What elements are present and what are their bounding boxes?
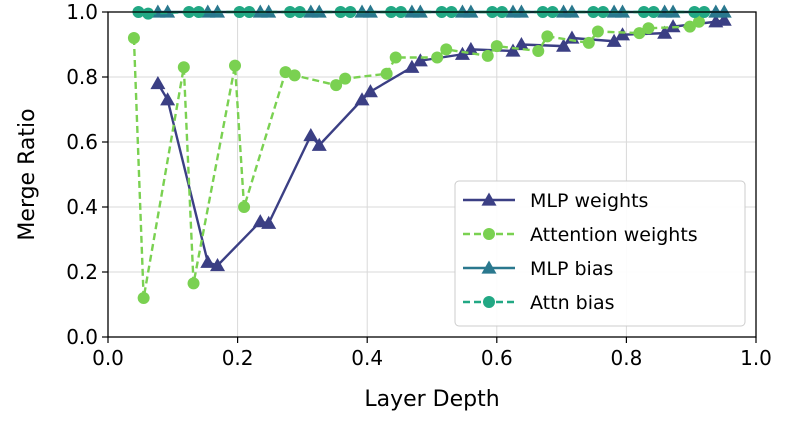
legend-item-attn-bias: Attn bias: [463, 292, 615, 314]
data-point-attention-weights: [288, 69, 301, 82]
data-point-attention-weights: [431, 51, 444, 64]
data-point-attention-weights: [633, 27, 646, 40]
data-point-mlp-weights: [150, 76, 166, 90]
x-tick-label: 1.0: [740, 346, 772, 370]
data-point-mlp-bias: [513, 4, 529, 18]
data-point-attention-weights: [642, 22, 655, 35]
x-axis-label: Layer Depth: [364, 387, 499, 412]
data-point-attn-bias: [142, 7, 155, 20]
legend-label: MLP bias: [530, 258, 613, 280]
data-point-mlp-weights: [210, 258, 226, 272]
data-point-mlp-weights: [454, 46, 470, 60]
data-point-attention-weights: [187, 277, 200, 290]
data-point-mlp-bias: [716, 4, 732, 18]
series-attention-weights: [127, 15, 705, 304]
data-point-mlp-weights: [362, 84, 378, 98]
legend-item-mlp-bias: MLP bias: [463, 258, 613, 280]
x-tick-label: 0.8: [610, 346, 642, 370]
data-point-mlp-weights: [261, 215, 277, 229]
data-point-mlp-weights: [513, 37, 529, 51]
data-point-attention-weights: [137, 292, 150, 304]
legend-marker: [481, 260, 497, 274]
data-point-mlp-weights: [556, 38, 572, 52]
data-point-attention-weights: [380, 67, 393, 80]
data-point-attention-weights: [683, 20, 696, 33]
data-point-mlp-weights: [606, 33, 622, 47]
x-tick-label: 0.0: [92, 346, 124, 370]
legend-marker: [483, 228, 495, 240]
data-point-attention-weights: [490, 40, 503, 53]
data-point-mlp-weights: [404, 59, 420, 73]
legend-label: MLP weights: [530, 190, 648, 212]
data-point-mlp-weights: [564, 30, 580, 44]
data-point-mlp-weights: [303, 128, 319, 142]
legend-label: Attention weights: [530, 224, 698, 246]
data-point-mlp-weights: [716, 12, 732, 26]
data-point-attention-weights: [127, 32, 140, 44]
data-point-attention-weights: [440, 43, 453, 56]
data-point-attention-weights: [481, 49, 494, 62]
y-tick-label: 0.2: [66, 260, 98, 284]
legend-item-mlp-weights: MLP weights: [463, 190, 648, 212]
data-point-mlp-weights: [505, 43, 521, 57]
y-tick-label: 0.6: [66, 130, 98, 154]
data-point-attention-weights: [339, 72, 352, 85]
data-point-mlp-bias: [261, 4, 277, 18]
axis-ticks: 0.0 0.2 0.4 0.6 0.8 1.0 0.0 0.2 0.4 0.6 0.8 1.0: [66, 0, 772, 370]
x-tick-label: 0.2: [222, 346, 254, 370]
data-point-attention-weights: [389, 51, 402, 64]
legend-marker: [481, 192, 497, 206]
data-point-mlp-weights: [160, 92, 176, 106]
series-line-attention-weights: [132, 20, 700, 300]
data-point-mlp-bias: [160, 4, 176, 18]
data-point-attention-weights: [591, 25, 604, 38]
data-point-mlp-weights: [657, 25, 673, 39]
data-point-mlp-weights: [615, 27, 631, 41]
y-axis-label: Merge Ratio: [15, 108, 40, 240]
data-point-attention-weights: [532, 45, 545, 57]
data-point-mlp-weights: [354, 92, 370, 106]
data-point-attention-weights: [582, 36, 595, 49]
data-point-attention-weights: [279, 66, 292, 79]
x-tick-label: 0.6: [481, 346, 513, 370]
y-tick-label: 1.0: [66, 0, 98, 24]
x-tick-label: 0.4: [351, 346, 383, 370]
y-tick-label: 0.4: [66, 195, 98, 219]
data-point-mlp-weights: [412, 53, 428, 67]
y-tick-label: 0.0: [66, 325, 98, 349]
plot-frame: [107, 11, 757, 338]
data-point-attention-weights: [229, 59, 242, 72]
data-point-mlp-weights: [311, 137, 327, 151]
data-point-attention-weights: [238, 201, 251, 213]
y-tick-label: 0.8: [66, 65, 98, 89]
data-point-attention-weights: [330, 79, 343, 92]
data-point-mlp-weights: [665, 19, 681, 33]
legend-box: [454, 180, 746, 327]
data-point-attention-weights: [541, 30, 554, 43]
legend-label: Attn bias: [530, 292, 615, 314]
legend-item-attention-weights: Attention weights: [463, 224, 698, 246]
data-point-attention-weights: [692, 15, 705, 28]
data-point-mlp-weights: [200, 254, 216, 268]
data-point-mlp-bias: [412, 4, 428, 18]
legend: MLP weights Attention weights MLP bias Attn…: [454, 180, 746, 327]
legend-marker: [483, 296, 495, 308]
data-point-attention-weights: [177, 61, 190, 74]
